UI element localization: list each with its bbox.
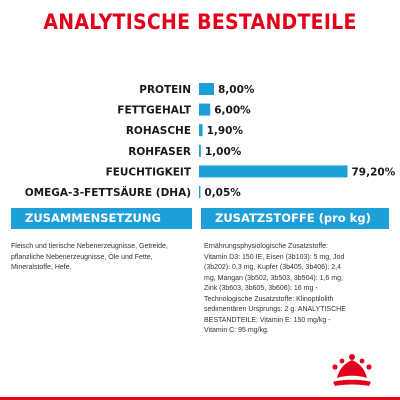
composition-text: Fleisch und tierische Nebenerzeugnisse, … (11, 243, 168, 271)
category-label: ROHFASER (128, 146, 191, 158)
bar (199, 83, 214, 95)
page-title: ANALYTISCHE BESTANDTEILE (43, 10, 357, 34)
category-label: PROTEIN (139, 84, 191, 96)
bar (199, 144, 201, 157)
crown-icon (332, 354, 372, 386)
value-label: 0,05% (204, 187, 241, 199)
value-label: 1,90% (207, 125, 244, 137)
category-label: OMEGA-3-FETTSÄURE (DHA) (25, 185, 191, 199)
nutrient-bar-chart: PROTEIN 8,00% FETTGEHALT 6,00% ROHASCHE 1,90%… (25, 83, 396, 199)
additives-header: ZUSATZSTOFFE (pro kg) (201, 208, 389, 229)
additives-text: Ernährungsphysiologische Zusatzstoffe: V… (204, 243, 346, 334)
bar (199, 103, 211, 116)
value-label: 1,00% (205, 146, 242, 158)
composition-section: ZUSAMMENSETZUNG Fleisch und tierische Ne… (11, 208, 192, 274)
brand-stripe (0, 397, 400, 400)
composition-header: ZUSAMMENSETZUNG (11, 208, 192, 229)
value-label: 79,20% (352, 166, 396, 178)
value-label: 8,00% (218, 84, 255, 96)
category-label: FETTGEHALT (117, 105, 192, 117)
additives-section: ZUSATZSTOFFE (pro kg) Ernährungsphysiolo… (201, 208, 389, 337)
category-label: FEUCHTIGKEIT (106, 166, 192, 178)
bar (199, 124, 203, 137)
value-label: 6,00% (214, 105, 251, 117)
bar (199, 165, 348, 178)
category-label: ROHASCHE (126, 125, 191, 137)
bar (199, 186, 201, 198)
